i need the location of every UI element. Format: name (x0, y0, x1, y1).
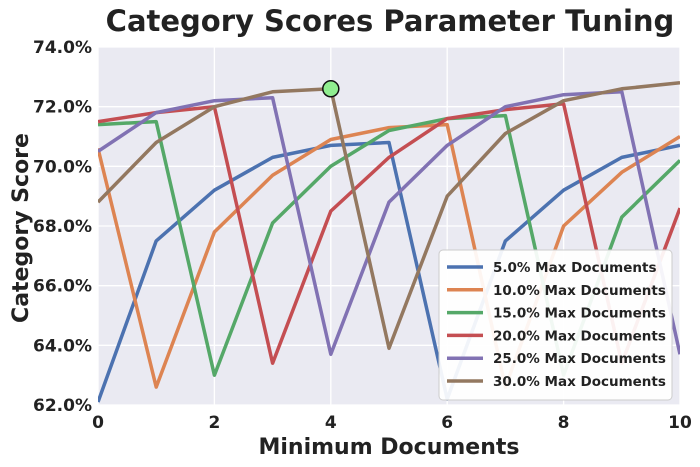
x-tick-label: 10 (668, 413, 692, 433)
legend-box (438, 249, 673, 401)
y-axis-label: Category Score (9, 133, 34, 323)
series-line-4 (98, 101, 680, 365)
y-tick-label: 68.0% (33, 217, 92, 237)
legend-entry: 20.0% Max Documents (493, 328, 666, 344)
legend-entry: 5.0% Max Documents (493, 260, 657, 276)
series-line-5 (98, 90, 680, 357)
y-tick-label: 74.0% (33, 38, 92, 58)
x-tick-label: 4 (325, 413, 337, 433)
x-axis-label: Minimum Documents (258, 435, 519, 460)
series-line-6 (98, 81, 680, 351)
series-line-1 (98, 140, 680, 403)
legend: 5.0% Max Documents 10.0% Max Documents 15.… (438, 249, 673, 401)
x-tick-label: 6 (441, 413, 453, 433)
y-tick-label: 70.0% (33, 157, 92, 177)
x-tick-label: 2 (208, 413, 220, 433)
x-tick-label: 8 (558, 413, 570, 433)
x-tick-label: 0 (92, 413, 104, 433)
x-axis-ticks: 0 2 4 6 8 10 (92, 413, 692, 433)
y-axis-ticks: 62.0% 64.0% 66.0% 68.0% 70.0% 72.0% 74.0% (33, 38, 92, 416)
y-tick-label: 62.0% (33, 396, 92, 416)
y-tick-label: 64.0% (33, 336, 92, 356)
best-score-marker (322, 80, 340, 98)
y-tick-label: 72.0% (33, 98, 92, 118)
chart-title: Category Scores Parameter Tuning (106, 4, 675, 38)
legend-entry: 15.0% Max Documents (493, 306, 666, 322)
legend-entry: 30.0% Max Documents (493, 374, 666, 390)
highlight-layer (322, 80, 340, 98)
series-lines (98, 81, 680, 403)
legend-entry: 25.0% Max Documents (493, 351, 666, 367)
y-tick-label: 66.0% (33, 277, 92, 297)
legend-entry: 10.0% Max Documents (493, 283, 666, 299)
